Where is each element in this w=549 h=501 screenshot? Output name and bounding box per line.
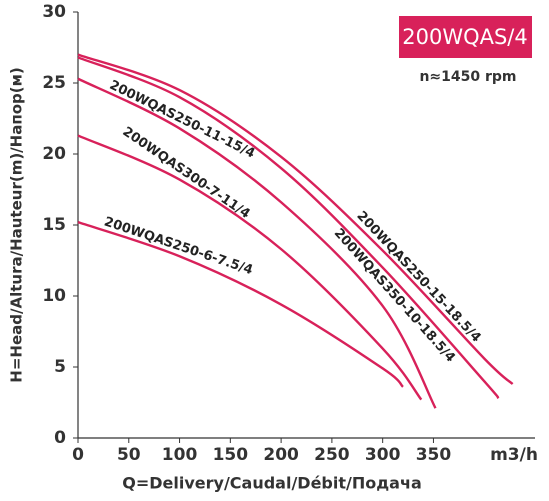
x-tick-label: 200 xyxy=(263,445,299,465)
x-tick-label: 50 xyxy=(117,445,141,465)
y-tick-label: 20 xyxy=(42,144,66,164)
curve xyxy=(77,53,514,385)
title-box xyxy=(399,16,532,58)
y-tick-label: 0 xyxy=(54,428,66,448)
x-tick-label: 0 xyxy=(72,445,84,465)
curve-label: 200WQAS250-6-7.5/4 xyxy=(102,214,254,278)
y-tick-label: 5 xyxy=(54,357,66,377)
y-tick-label: 25 xyxy=(42,73,66,93)
curve xyxy=(77,221,404,388)
y-tick-label: 10 xyxy=(42,286,66,306)
x-tick-label: 150 xyxy=(213,445,249,465)
y-tick-label: 30 xyxy=(42,2,66,22)
chart-title: 200WQAS/4 xyxy=(402,25,528,49)
x-unit: m3/h xyxy=(490,445,538,465)
curve xyxy=(77,77,437,409)
x-tick-label: 100 xyxy=(162,445,198,465)
x-tick-label: 350 xyxy=(416,445,452,465)
curve xyxy=(77,134,423,401)
subtitle: n≈1450 rpm xyxy=(419,69,516,85)
curve xyxy=(77,56,500,400)
y-axis-label: H=Head/Altura/Hauteur(m)/Напор(м) xyxy=(8,67,26,382)
x-tick-label: 250 xyxy=(314,445,350,465)
x-axis-label: Q=Delivery/Caudal/Débit/Подача xyxy=(122,474,422,493)
x-tick-label: 300 xyxy=(365,445,401,465)
y-tick-label: 15 xyxy=(42,215,66,235)
